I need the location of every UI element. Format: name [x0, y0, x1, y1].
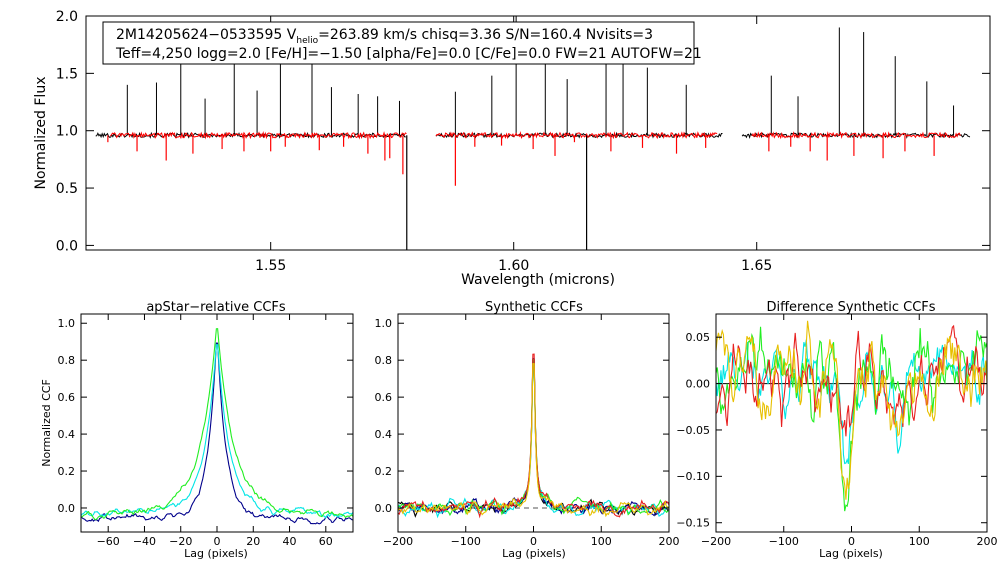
difference-ccf-plot-body [716, 320, 987, 512]
model-spectrum-segment [435, 130, 718, 140]
spectrum-clipped-group [95, 16, 971, 250]
annotation-stats: =263.89 km/s chisq=3.36 S/N=160.4 Nvisit… [318, 27, 653, 43]
apstar-ccf-plot-body [81, 328, 353, 525]
annotation-vhelio-subscript: helio [296, 36, 318, 46]
apstar-ccf-title: apStar−relative CCFs [146, 300, 286, 315]
x-tick-label: −60 [97, 535, 120, 548]
x-tick-label: −40 [133, 535, 156, 548]
x-tick-label: 1.65 [741, 258, 772, 274]
difference-ccf-ticks: −200 −100 0 100 200 −0.15 −0.10 −0.05 0.00 0.05 [676, 314, 998, 548]
x-tick-label: −100 [451, 535, 481, 548]
synthetic-ccf-panel: Synthetic CCFs −200 −100 0 100 200 0.0 0.2 0.4 0… [375, 300, 680, 560]
x-tick-label: −100 [769, 535, 799, 548]
y-tick-label: 0.6 [58, 391, 76, 404]
x-tick-label: 20 [246, 535, 260, 548]
ccf_apstar-series-line [81, 328, 353, 521]
y-tick-label: 1.0 [375, 317, 393, 330]
y-tick-label: −0.10 [676, 470, 710, 483]
model-spectrum-segment [751, 131, 961, 140]
ccf_synthetic-series-line [398, 358, 669, 517]
spectrum-ticks: 1.55 1.60 1.65 0.0 0.5 1.0 1.5 2.0 [56, 9, 990, 274]
spectrum-y-label: Normalized Flux [33, 77, 49, 190]
y-tick-label: 0.2 [58, 465, 76, 478]
spectrum-axes-frame [85, 15, 991, 251]
y-tick-label: −0.05 [676, 424, 710, 437]
x-tick-label: 40 [283, 535, 297, 548]
y-tick-label: 0.8 [375, 354, 393, 367]
x-tick-label: 100 [591, 535, 612, 548]
ccf_difference-series-line [716, 320, 987, 500]
x-tick-label: −200 [701, 535, 731, 548]
y-tick-label: 0.4 [58, 428, 76, 441]
annotation-box-frame [102, 21, 695, 65]
y-tick-label: 1.0 [56, 124, 78, 140]
ccf_synthetic-series-line [398, 353, 669, 519]
y-tick-label: −0.15 [676, 517, 710, 530]
difference-ccf-x-label: Lag (pixels) [819, 547, 883, 560]
apstar-ccf-ticks: −60 −40 −20 0 20 40 60 0.0 0.2 0.4 0.6 0.8 1.0 [58, 314, 353, 548]
y-tick-label: 1.5 [56, 66, 78, 82]
y-tick-label: 1.0 [58, 317, 76, 330]
y-tick-label: 0.8 [58, 354, 76, 367]
y-tick-label: 0.2 [375, 465, 393, 478]
y-tick-label: 0.00 [686, 377, 711, 390]
observed-spectrum-segment [435, 131, 723, 139]
x-tick-label: 1.55 [255, 258, 286, 274]
annotation-star-id: 2M14205624−0533595 V [116, 27, 297, 43]
x-tick-label: 0 [214, 535, 221, 548]
ccf_apstar-series-line [81, 344, 353, 519]
x-tick-label: 0 [530, 535, 537, 548]
x-tick-label: 200 [659, 535, 680, 548]
x-tick-label: 100 [909, 535, 930, 548]
spectrum-panel: 1.55 1.60 1.65 0.0 0.5 1.0 1.5 2.0 Wavelength (… [33, 9, 991, 288]
x-tick-label: 1.60 [498, 258, 529, 274]
spectrum-plot-body [95, 16, 971, 250]
ccf_difference-clipped-group [716, 320, 987, 512]
apstar-ccf-y-label: Normalized CCF [40, 379, 53, 467]
synthetic-ccf-x-label: Lag (pixels) [502, 547, 566, 560]
annotation-line-2: Teff=4,250 logg=2.0 [Fe/H]=−1.50 [alpha/… [115, 46, 702, 62]
synthetic-ccf-title: Synthetic CCFs [485, 300, 583, 315]
ccf_synthetic-clipped-group [398, 353, 669, 519]
ccf_apstar-series-line [81, 342, 353, 525]
y-tick-label: 0.0 [58, 502, 76, 515]
ccf_difference-series-line [716, 326, 987, 512]
x-tick-label: −200 [383, 535, 413, 548]
ccf_apstar-clipped-group [81, 328, 353, 525]
difference-ccf-panel: Difference Synthetic CCFs −200 −100 0 100 20… [676, 300, 997, 560]
synthetic-ccf-ticks: −200 −100 0 100 200 0.0 0.2 0.4 0.6 0.8 1.0 [375, 314, 680, 548]
apstar-ccf-x-label: Lag (pixels) [184, 547, 248, 560]
y-tick-label: 0.0 [56, 238, 78, 254]
y-tick-label: 0.6 [375, 391, 393, 404]
observed-spectrum-segment [741, 132, 971, 139]
annotation-line-1: 2M14205624−0533595 Vhelio=263.89 km/s ch… [116, 27, 653, 46]
apstar-ccf-panel: apStar−relative CCFs −60 −40 −20 0 20 40 60 0.0… [40, 300, 354, 560]
model-spectrum-segment [109, 131, 407, 140]
y-tick-label: 0.4 [375, 428, 393, 441]
y-tick-label: 0.05 [686, 331, 711, 344]
x-tick-label: −20 [169, 535, 192, 548]
ccf_synthetic-series-line [398, 363, 669, 518]
y-tick-label: 2.0 [56, 9, 78, 25]
x-tick-label: 0 [848, 535, 855, 548]
x-tick-label: 60 [319, 535, 333, 548]
difference-ccf-title: Difference Synthetic CCFs [766, 300, 935, 315]
y-tick-label: 0.5 [56, 181, 78, 197]
y-tick-label: 0.0 [375, 502, 393, 515]
x-tick-label: 200 [977, 535, 998, 548]
spectrum-annotation-box: 2M14205624−0533595 Vhelio=263.89 km/s ch… [102, 21, 702, 65]
synthetic-ccf-plot-body [398, 353, 669, 519]
spectrum-x-label: Wavelength (microns) [461, 272, 615, 288]
